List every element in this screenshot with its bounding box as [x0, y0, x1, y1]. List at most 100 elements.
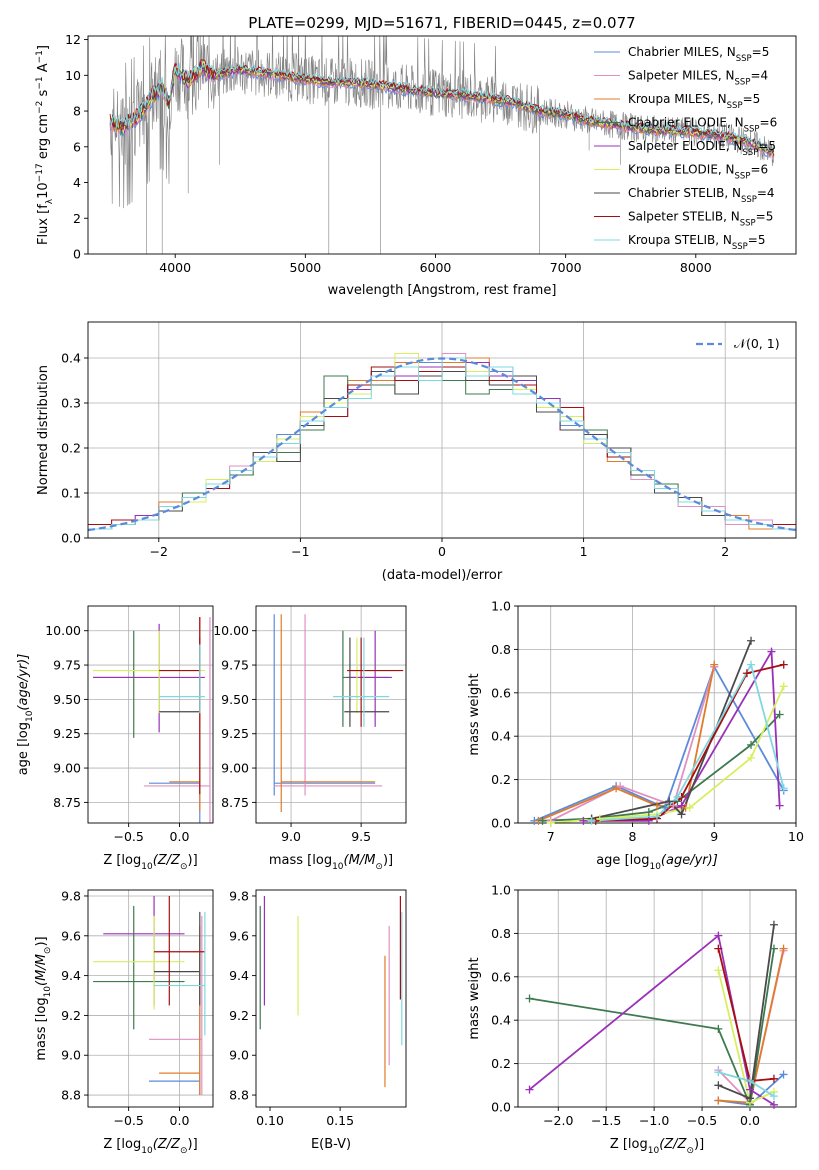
legend-label-text: Kroupa MILES, N	[628, 92, 727, 106]
ebv_mass-ytick-label: 9.2	[229, 1008, 249, 1023]
legend-label-9: Kroupa STELIB, NSSP=5	[628, 233, 766, 252]
residuals-ytick-label: 0.1	[61, 486, 81, 501]
residuals-ylabel: Normed distribution	[36, 365, 51, 495]
mass-age-xlabel-part: 10	[332, 862, 344, 872]
z_weight-point-marker	[714, 1068, 723, 1077]
z_weight-xlabel-part: Z [log	[610, 1137, 648, 1152]
age_weight-point-marker	[747, 753, 756, 762]
legend-label-sub: SSP	[740, 219, 756, 229]
z-age-ylabel: age [log10(age/yr)]	[16, 654, 35, 776]
z_weight-point-marker	[745, 1094, 754, 1103]
age_weight-series-line-8	[595, 663, 784, 822]
age_weight-point-marker	[669, 801, 678, 810]
mass_age-panel: 9.0 9.5 8.75 9.00 9.25 9.50 9.75 10.00 mass [log…	[213, 605, 407, 872]
z_weight-ytick-label: 0.8	[491, 926, 511, 941]
ebv_mass-ytick-label: 9.8	[229, 888, 249, 903]
spectrum-ylabel-part: −1	[35, 50, 45, 63]
legend-label-2: Salpeter MILES, NSSP=4	[628, 69, 768, 88]
z_weight-frame	[517, 889, 797, 1108]
z_weight-point-marker	[714, 1024, 723, 1033]
ebv_mass-plot-area	[259, 895, 403, 1088]
z_weight-point-marker	[779, 1070, 788, 1079]
ebv_mass-frame	[255, 889, 407, 1108]
ebv_mass-ytick-label: 8.8	[229, 1088, 249, 1103]
legend-label-sub: SSP	[744, 125, 760, 135]
age_weight-xlabel-part: 10	[649, 862, 661, 872]
ebv-mass-xlabel-part: E(B-V)	[311, 1137, 351, 1152]
z_age-ytick-label: 10.00	[45, 623, 81, 638]
legend-label-sub: SSP	[727, 101, 743, 111]
z_weight-point-marker	[769, 944, 778, 953]
legend-label-text: Chabrier STELIB, N	[628, 186, 741, 200]
z_weight-point-marker	[745, 1085, 754, 1094]
z-age-xlabel-part: )]	[188, 853, 198, 868]
age_weight-ytick-label: 0.0	[491, 816, 511, 831]
legend-label-sub: SSP	[735, 78, 751, 88]
z_weight-point-marker	[769, 1092, 778, 1101]
figure-title: PLATE=0299, MJD=51671, FIBERID=0445, z=0…	[248, 14, 635, 32]
z_age-frame	[87, 605, 214, 824]
z-age-xlabel-part: (Z/Z	[153, 853, 181, 868]
age_weight-series-line-1	[534, 664, 785, 822]
z_weight-point-marker	[714, 1096, 723, 1105]
z_weight-xlabel: Z [log10(Z/Z⊙)]	[610, 1137, 704, 1156]
age_weight-point-marker	[644, 816, 653, 825]
age_weight-series-line-2	[550, 666, 716, 822]
age_weight-point-marker	[779, 784, 788, 793]
z_weight-ytick-label: 0.2	[491, 1056, 511, 1071]
age_weight-ylabel-part: mass weight	[467, 673, 482, 755]
spectrum-ytick-label: 10	[65, 68, 81, 83]
z_age-xtick-label: 0.0	[170, 829, 190, 844]
age_weight-point-marker	[546, 819, 555, 827]
z_weight-point-marker	[745, 1076, 754, 1085]
z-mass-ylabel-part: ⊙	[43, 947, 53, 955]
legend-label-sub: SSP	[736, 54, 752, 64]
z_mass-ytick-label: 9.8	[61, 888, 81, 903]
age_weight-point-marker	[612, 784, 621, 793]
z_mass-ytick-label: 9.6	[61, 928, 81, 943]
mass-age-xlabel-part: )]	[383, 853, 393, 868]
z-mass-ylabel-part: (M/M	[34, 954, 49, 986]
z-mass-xlabel-part: )]	[188, 1137, 198, 1152]
residuals-ytick-label: 0.4	[61, 351, 81, 366]
spectrum-xtick-label: 8000	[680, 260, 712, 275]
z_weight-ylabel-part: mass weight	[467, 957, 482, 1039]
ebv_mass-ytick-label: 9.0	[229, 1048, 249, 1063]
z_weight-ylabel: mass weight	[467, 957, 482, 1039]
z_mass-plot-area	[93, 895, 206, 1096]
z_weight-ytick-label: 1.0	[491, 883, 511, 898]
spectrum-ylabel-part: A	[36, 63, 51, 76]
spectrum-legend: Chabrier MILES, NSSP=5 Salpeter MILES, NS…	[594, 45, 777, 252]
residuals-xtick-label: −2	[150, 544, 168, 559]
age_weight-ytick-label: 0.2	[491, 772, 511, 787]
z_weight-series-line-8	[717, 948, 775, 1082]
legend-label-sub: SSP	[742, 148, 758, 158]
age_weight-plot-area	[534, 640, 785, 823]
residuals-xtick-label: 1	[580, 544, 588, 559]
spectrum-ytick-label: 4	[73, 175, 81, 190]
residuals-ytick-label: 0.3	[61, 396, 81, 411]
age_weight-point-marker	[742, 669, 751, 678]
ebv_mass-ytick-label: 9.6	[229, 928, 249, 943]
age_weight-point-marker	[579, 816, 588, 825]
ebv_mass-panel: 0.10 0.15 8.8 9.0 9.2 9.4 9.6 9.8 E(B-V)	[229, 888, 407, 1152]
spectrum-ylabel-part: ]	[36, 45, 51, 50]
z_weight-ytick-label: 0.4	[491, 1013, 511, 1028]
age_weight-point-marker	[779, 682, 788, 691]
legend-label-text: Kroupa ELODIE, N	[628, 163, 735, 177]
spectrum-ytick-label: 0	[73, 247, 81, 262]
age_weight-ytick-label: 0.6	[491, 685, 511, 700]
spectrum-frame	[87, 35, 797, 255]
age_weight-point-marker	[538, 816, 547, 825]
z-mass-xlabel: Z [log10(Z/Z⊙)]	[103, 1137, 197, 1156]
age_weight-point-marker	[616, 782, 625, 791]
age_weight-point-marker	[665, 797, 674, 806]
spectrum-ytick-label: 6	[73, 139, 81, 154]
spectrum-ytick-label: 8	[73, 104, 81, 119]
age_weight-point-marker	[661, 803, 670, 812]
legend-label-1: Chabrier MILES, NSSP=5	[628, 45, 769, 64]
mass-age-xlabel-part: mass [log	[269, 853, 332, 868]
mass_age-ytick-label: 10.00	[213, 623, 249, 638]
